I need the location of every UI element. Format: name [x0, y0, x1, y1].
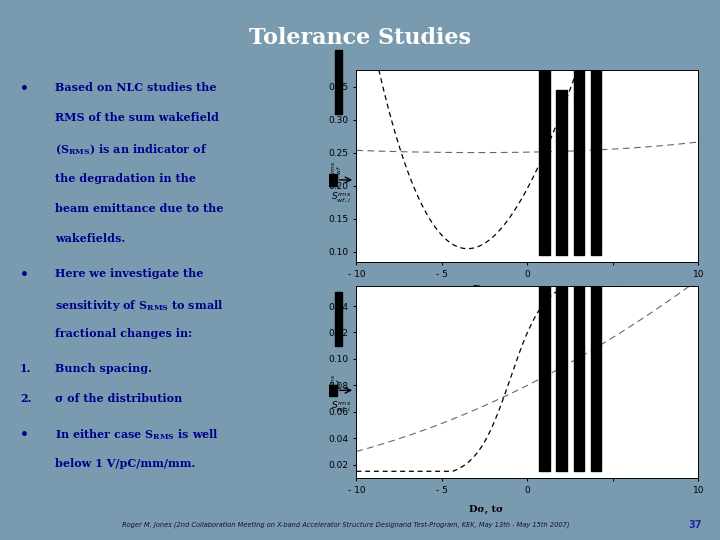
Bar — [590, 0, 601, 471]
Bar — [539, 0, 549, 255]
Text: sensitivity of S$_{\mathregular{RMS}}$ to small: sensitivity of S$_{\mathregular{RMS}}$ t… — [55, 298, 223, 313]
Text: fractional changes in:: fractional changes in: — [55, 328, 192, 339]
Bar — [557, 141, 567, 471]
Text: •: • — [20, 268, 29, 282]
Text: Based on NLC studies the: Based on NLC studies the — [55, 82, 216, 93]
Bar — [557, 90, 567, 255]
Text: Roger M. Jones (2nd Collaboration Meeting on X-band Accelerator Structure Design: Roger M. Jones (2nd Collaboration Meetin… — [122, 522, 570, 528]
Bar — [590, 0, 601, 255]
Text: 37: 37 — [688, 520, 701, 530]
Bar — [329, 174, 337, 186]
Text: $S^{rms}_{wf,i}$: $S^{rms}_{wf,i}$ — [331, 190, 351, 204]
Text: $S^{rms}_{wf,i}$: $S^{rms}_{wf,i}$ — [331, 399, 351, 413]
Bar — [539, 0, 549, 471]
Text: $S^{rms}_{wf}$: $S^{rms}_{wf}$ — [330, 160, 344, 180]
Text: In either case S$_{\mathregular{RMS}}$ is well: In either case S$_{\mathregular{RMS}}$ i… — [55, 428, 219, 442]
Text: •: • — [20, 428, 29, 442]
Text: Ds  s: Ds s — [473, 285, 500, 294]
Bar — [574, 40, 584, 255]
Text: Tolerance Studies: Tolerance Studies — [249, 27, 471, 49]
Text: •: • — [20, 82, 29, 96]
Bar — [335, 50, 342, 114]
Text: Bunch spacing.: Bunch spacing. — [55, 363, 152, 374]
Text: (S$_{\mathregular{RMS}}$) is an indicator of: (S$_{\mathregular{RMS}}$) is an indicato… — [55, 143, 207, 157]
Text: 1.: 1. — [20, 363, 32, 374]
Bar — [335, 292, 342, 346]
Bar — [329, 386, 337, 396]
Text: wakefields.: wakefields. — [55, 233, 125, 244]
Text: the degradation in the: the degradation in the — [55, 173, 196, 184]
Text: $S^{rms}_{wf}$: $S^{rms}_{wf}$ — [330, 374, 344, 393]
Text: RMS of the sum wakefield: RMS of the sum wakefield — [55, 112, 219, 123]
Text: beam emittance due to the: beam emittance due to the — [55, 203, 223, 214]
Text: Dσ, tσ: Dσ, tσ — [469, 505, 503, 514]
Text: 2.: 2. — [20, 393, 32, 404]
Text: σ of the distribution: σ of the distribution — [55, 393, 182, 404]
Text: below 1 V/pC/mm/mm.: below 1 V/pC/mm/mm. — [55, 458, 195, 469]
Bar — [574, 42, 584, 471]
Text: Here we investigate the: Here we investigate the — [55, 268, 203, 279]
